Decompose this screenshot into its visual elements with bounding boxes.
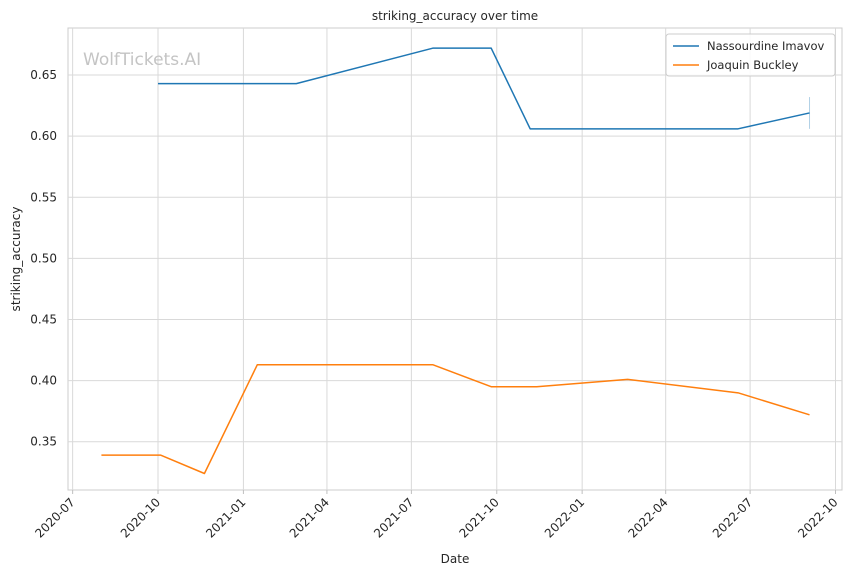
y-tick-label: 0.35 [30, 435, 57, 449]
legend: Nassourdine Imavov Joaquin Buckley [665, 33, 836, 77]
plot-area [67, 27, 843, 491]
y-tick-label: 0.40 [30, 374, 57, 388]
watermark-text: WolfTickets.AI [83, 50, 201, 70]
y-tick-label: 0.60 [30, 129, 57, 143]
y-tick-label: 0.50 [30, 251, 57, 265]
chart-title: striking_accuracy over time [372, 9, 538, 23]
legend-label-1: Joaquin Buckley [706, 58, 799, 72]
series-line-1 [101, 363, 810, 475]
legend-box [665, 33, 836, 77]
y-tick-label: 0.65 [30, 68, 57, 82]
y-axis-ticks: 0.35 0.40 0.45 0.50 0.55 0.60 0.65 [30, 68, 57, 449]
grid [68, 28, 842, 490]
y-tick-label: 0.55 [30, 190, 57, 204]
series-lines [101, 47, 811, 475]
y-axis-title: striking_accuracy [9, 207, 23, 312]
x-axis-title: Date [441, 552, 470, 566]
y-tick-label: 0.45 [30, 313, 57, 327]
series-line-0 [158, 47, 810, 130]
legend-label-0: Nassourdine Imavov [707, 39, 824, 53]
